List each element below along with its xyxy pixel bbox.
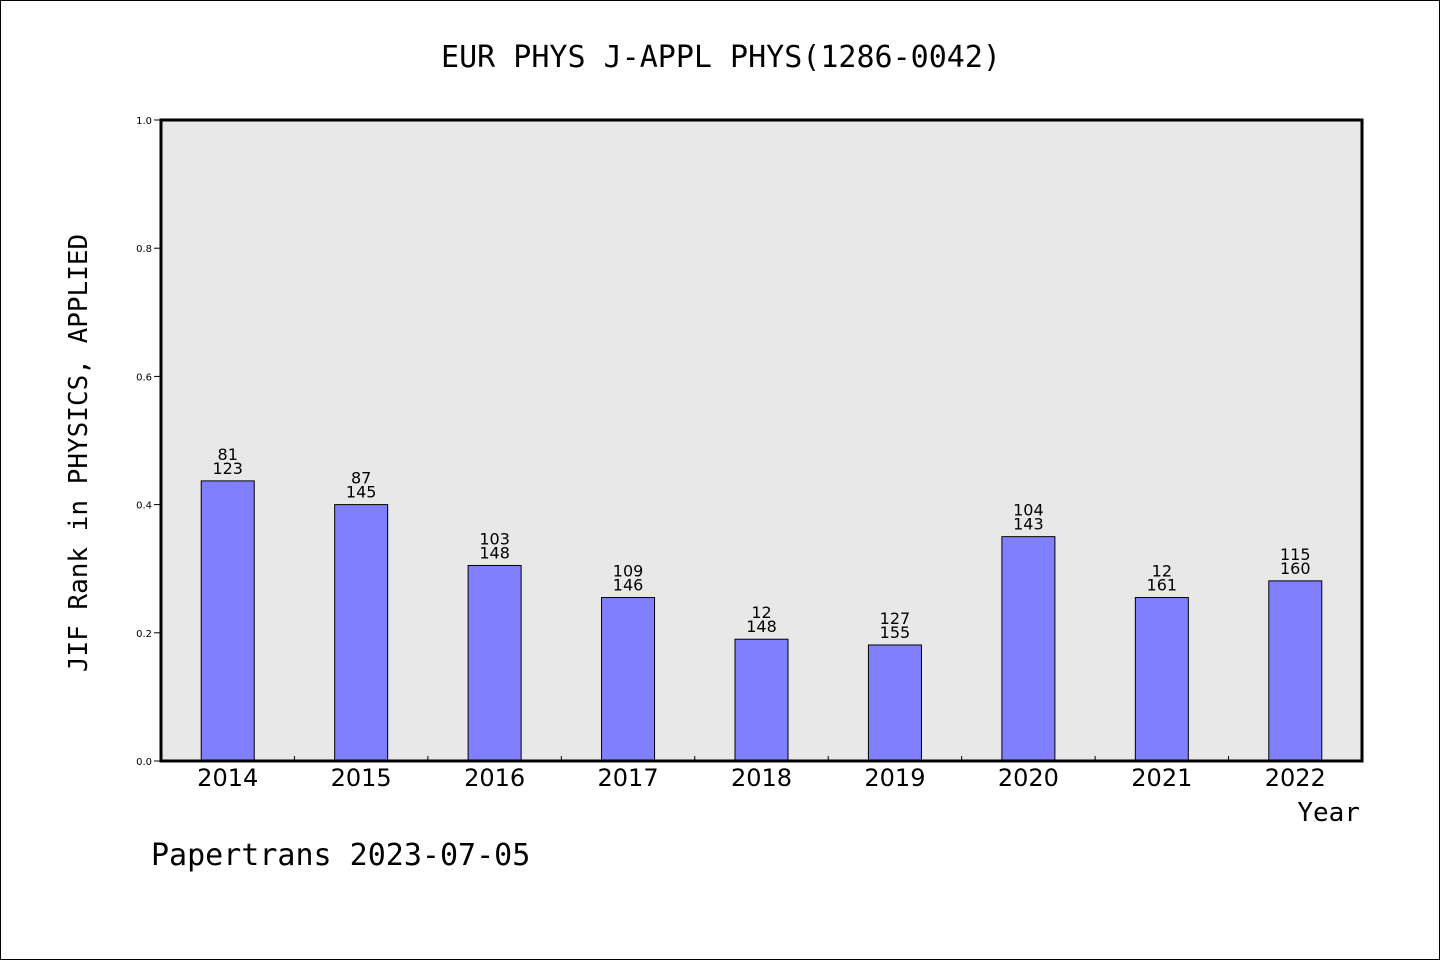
- bar-rank-label: 12: [751, 603, 771, 622]
- bar-total-label: 123: [212, 459, 243, 478]
- x-tick-label: 2021: [1131, 764, 1192, 792]
- bar-rank-label: 81: [218, 445, 238, 464]
- bar-total-label: 148: [479, 543, 510, 562]
- bar-2020: [1001, 536, 1056, 762]
- x-axis: 2014 2015 2016 2017 2018 2019 2020 2021 2022: [197, 756, 1326, 792]
- bar-2021: [1134, 597, 1189, 762]
- x-tick-label: 2022: [1265, 764, 1326, 792]
- bar-total-label: 148: [746, 617, 777, 636]
- bar-total-label: 145: [346, 483, 377, 502]
- chart-title: EUR PHYS J-APPL PHYS(1286-0042): [441, 40, 1001, 75]
- y-tick-label: 0.8: [136, 244, 152, 255]
- y-tick-label: 0.2: [136, 629, 152, 640]
- y-tick-label: 0.6: [136, 372, 152, 383]
- x-tick-label: 2018: [731, 764, 792, 792]
- bar-total-label: 143: [1013, 515, 1044, 534]
- x-tick-label: 2016: [464, 764, 525, 792]
- y-tick-label: 0.0: [136, 757, 152, 768]
- bar-2014: [200, 480, 255, 762]
- y-tick-label: 0.4: [136, 501, 152, 512]
- bar-total-label: 161: [1147, 576, 1178, 595]
- bar-2019: [867, 644, 922, 762]
- bar-total-label: 146: [613, 576, 644, 595]
- x-tick-label: 2017: [598, 764, 659, 792]
- bar-rank-label: 115: [1280, 545, 1311, 564]
- bar-rank-label: 127: [880, 609, 911, 628]
- y-axis: 0.0 0.2 0.4 0.6 0.8 1.0: [136, 116, 161, 768]
- bar-rank-label: 104: [1013, 501, 1044, 520]
- bar-rank-label: 87: [351, 469, 371, 488]
- x-tick-label: 2015: [331, 764, 392, 792]
- bar-2016: [467, 564, 522, 762]
- y-axis-label: JIF Rank in PHYSICS, APPLIED: [64, 234, 94, 672]
- bar-rank-label: 12: [1152, 562, 1172, 581]
- plot-frame: [159, 118, 1364, 763]
- bar-2022: [1268, 580, 1323, 762]
- bar-2017: [601, 597, 656, 762]
- x-tick-label: 2020: [998, 764, 1059, 792]
- bar-2015: [334, 504, 389, 762]
- bar-rank-label: 109: [613, 562, 644, 581]
- bar-2018: [734, 638, 789, 762]
- bar-total-label: 155: [880, 623, 911, 642]
- footer-text: Papertrans 2023-07-05: [151, 838, 530, 873]
- x-tick-label: 2014: [197, 764, 258, 792]
- x-axis-label: Year: [1297, 798, 1360, 828]
- x-tick-label: 2019: [864, 764, 925, 792]
- bar-rank-label: 103: [479, 529, 510, 548]
- y-tick-label: 1.0: [136, 116, 152, 127]
- bar-total-label: 160: [1280, 559, 1311, 578]
